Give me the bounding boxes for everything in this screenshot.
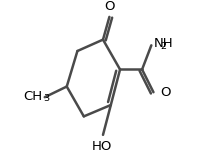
Text: O: O [104, 0, 115, 13]
Text: CH: CH [23, 90, 43, 103]
Text: O: O [160, 86, 171, 100]
Text: 2: 2 [160, 42, 166, 51]
Text: HO: HO [91, 140, 112, 153]
Text: 3: 3 [43, 94, 49, 103]
Text: NH: NH [154, 37, 173, 50]
